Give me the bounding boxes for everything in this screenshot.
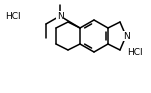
Text: N: N [123,32,129,40]
Text: N: N [57,12,63,20]
Text: HCl: HCl [5,12,21,20]
Text: HCl: HCl [127,48,143,57]
